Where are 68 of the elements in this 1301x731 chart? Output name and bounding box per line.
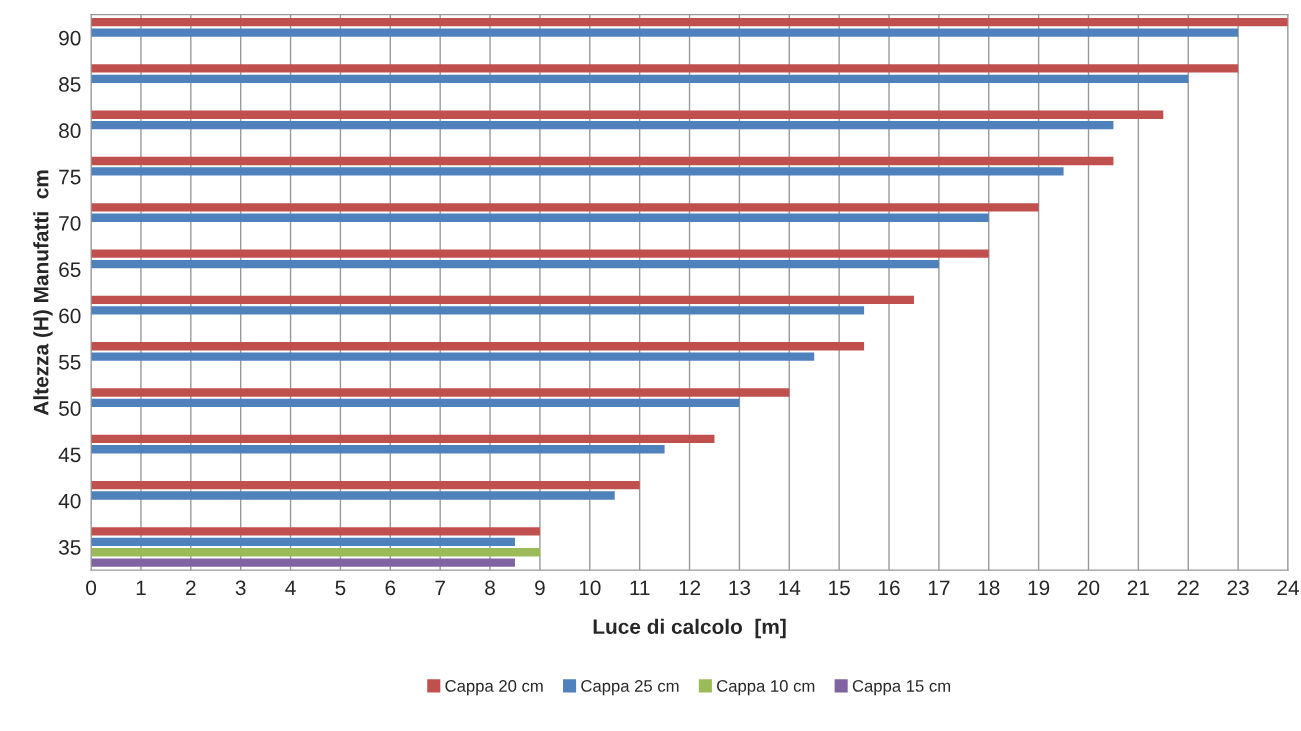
x-tick-label: 18: [978, 580, 1000, 596]
x-tick-label: 15: [829, 580, 850, 596]
legend-label: Cappa 25 cm: [581, 680, 679, 696]
x-tick-label: 24: [1277, 580, 1299, 595]
bar: [91, 74, 1189, 84]
bar: [91, 398, 740, 408]
x-tick-label: 0: [86, 580, 97, 596]
legend-label: Cappa 15 cm: [852, 680, 951, 696]
x-tick-label: 2: [186, 580, 196, 595]
x-tick-label: 13: [729, 580, 751, 596]
x-tick-label: 22: [1177, 580, 1199, 595]
x-tick-label: 23: [1227, 580, 1249, 596]
bar: [91, 434, 715, 443]
bar: [91, 527, 540, 536]
y-tick-label: 80: [59, 123, 81, 139]
y-tick-label: 50: [59, 401, 81, 416]
x-tick-label: 11: [630, 580, 650, 595]
y-axis-title: Altezza (H) Manufatti cm: [33, 170, 53, 416]
bar: [91, 342, 865, 351]
y-tick-label: 75: [59, 169, 81, 185]
y-tick-label: 85: [59, 77, 81, 92]
bar: [91, 548, 540, 557]
bar: [91, 295, 914, 305]
x-tick-label: 5: [335, 580, 346, 596]
legend-label: Cappa 20 cm: [445, 680, 543, 696]
x-tick-label: 3: [235, 580, 246, 596]
x-tick-label: 21: [1127, 580, 1149, 595]
y-tick-label: 55: [59, 355, 81, 370]
bar: [91, 203, 1039, 212]
y-tick-label: 35: [58, 540, 81, 555]
x-tick-label: 9: [535, 580, 545, 596]
x-tick-label: 17: [928, 580, 950, 595]
bar: [91, 167, 1064, 176]
y-tick-label: 65: [59, 262, 81, 278]
y-tick-label: 70: [59, 215, 81, 231]
x-tick-label: 19: [1028, 580, 1050, 596]
bar: [91, 480, 640, 490]
x-axis-title: Luce di calcolo [m]: [593, 618, 786, 639]
x-tick-label: 14: [779, 580, 801, 595]
y-tick-label: 90: [59, 30, 81, 46]
bar: [91, 213, 989, 222]
y-tick-label: 45: [58, 447, 81, 463]
bar: [91, 120, 1114, 130]
bar: [91, 156, 1114, 166]
x-tick-label: 16: [879, 580, 900, 596]
x-tick-label: 4: [285, 580, 296, 595]
bar: [91, 64, 1239, 73]
bar: [91, 110, 1164, 119]
x-tick-label: 20: [1077, 580, 1100, 596]
bar: [91, 558, 515, 567]
x-tick-label: 6: [385, 580, 396, 596]
bar: [91, 259, 939, 269]
bar: [91, 352, 815, 361]
x-tick-label: 8: [485, 580, 495, 596]
bar: [91, 388, 790, 397]
bar: [91, 28, 1239, 37]
legend-label: Cappa 10 cm: [717, 680, 815, 696]
y-tick-label: 40: [58, 493, 81, 509]
x-tick-label: 10: [579, 580, 601, 596]
bar: [91, 445, 665, 454]
bar: [91, 306, 865, 315]
bar: [91, 249, 989, 258]
bar: [91, 491, 615, 500]
y-tick-label: 60: [59, 308, 81, 324]
x-tick-label: 7: [435, 580, 445, 595]
bar: [91, 537, 515, 546]
x-tick-label: 12: [679, 580, 701, 595]
x-tick-label: 1: [136, 580, 146, 595]
